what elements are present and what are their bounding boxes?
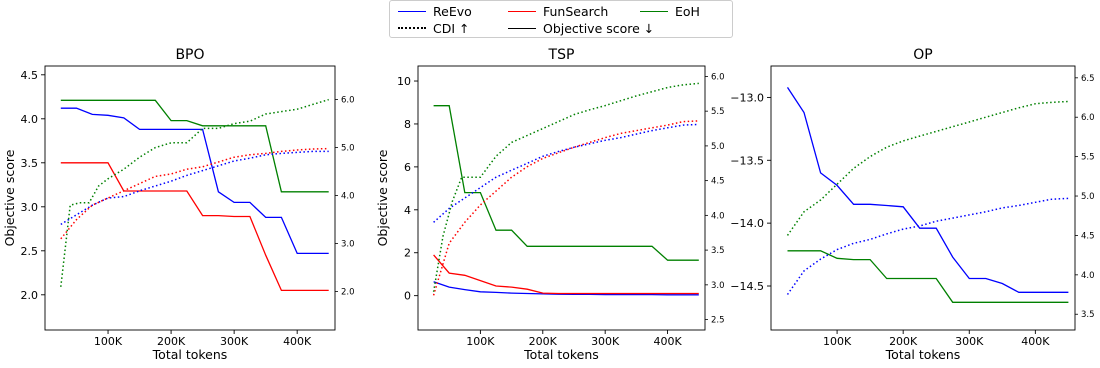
chart-tsp-series-funsearch-objective: [433, 254, 699, 295]
chart-panel-tsp: 100K 200K 300K 400K 0 2 4 6 8 10 2.5 3.0 3.5 4.0 4.5 5.…: [375, 47, 725, 362]
chart-panel-bpo: 100K 200K 300K 400K 2.0 2.5 3.0 3.5 4.0 4.5 2.0 3.0…: [2, 47, 355, 362]
legend-item-funsearch: FunSearch: [508, 3, 608, 19]
chart-op-series-eoh-cdi: [786, 100, 1069, 236]
chart-tsp-y2tick-label: 3.0: [711, 281, 725, 291]
chart-tsp-y2tick-label: 6.0: [711, 72, 725, 82]
chart-tsp-series-eoh-objective: [433, 105, 699, 261]
chart-tsp-xtick-label: 100K: [466, 335, 495, 348]
legend-swatch-funsearch: [508, 10, 536, 12]
chart-bpo-y2tick-label: 6.0: [341, 96, 355, 106]
chart-bpo-series-reevo-cdi: [60, 150, 329, 226]
chart-bpo-ytick-label: 3.0: [21, 201, 39, 214]
legend-item-cdi: CDI ↑: [398, 20, 470, 36]
chart-op-xtick-label: 200K: [889, 335, 918, 348]
chart-op-xtick-label: 400K: [1021, 335, 1050, 348]
chart-bpo-ytick-label: 2.5: [21, 245, 39, 258]
chart-bpo-ylabel: Objective score: [2, 149, 17, 246]
chart-op-y2tick-label: 4.5: [1081, 231, 1095, 241]
chart-bpo-xtick-label: 400K: [283, 335, 312, 348]
chart-tsp-xtick-label: 300K: [591, 335, 620, 348]
legend-label-objective: Objective score ↓: [543, 20, 655, 36]
legend-item-reevo: ReEvo: [398, 3, 472, 19]
chart-bpo-title: BPO: [175, 47, 204, 63]
legend-item-objective: Objective score ↓: [508, 20, 654, 36]
chart-panel-op: 100K 200K 300K 400K −14.5 −14.0 −13.5 −13.0 3.5 4…: [730, 47, 1094, 362]
chart-bpo-y2tick-label: 2.0: [341, 288, 355, 298]
chart-op-y2tick-label: 6.0: [1081, 113, 1095, 123]
chart-op-series-reevo-cdi: [786, 197, 1069, 295]
chart-tsp-series-group: [432, 82, 699, 296]
chart-bpo-ytick-label: 4.5: [21, 69, 39, 82]
chart-tsp-title: TSP: [548, 47, 575, 63]
chart-op-series-eoh-objective: [787, 250, 1069, 303]
chart-bpo-y2tick-label: 3.0: [341, 240, 355, 250]
chart-bpo-series-funsearch-cdi: [60, 147, 329, 240]
chart-bpo-ytick-label: 3.5: [21, 157, 39, 170]
chart-bpo-series-funsearch-objective: [60, 162, 329, 292]
chart-bpo-xlabel: Total tokens: [152, 347, 228, 362]
chart-op-y2tick-label: 5.0: [1081, 192, 1095, 202]
chart-op-title: OP: [913, 47, 932, 63]
chart-op-series-group: [786, 87, 1069, 303]
chart-tsp-y2tick-label: 5.5: [711, 107, 725, 117]
chart-bpo-ytick-label: 4.0: [21, 113, 39, 126]
chart-op-y2tick-label: 3.5: [1081, 310, 1095, 320]
chart-tsp-xtick-label: 400K: [653, 335, 682, 348]
chart-bpo-y2tick-label: 4.0: [341, 192, 355, 202]
legend-label-eoh: EoH: [675, 3, 700, 19]
chart-tsp-xtick-label: 200K: [529, 335, 558, 348]
chart-bpo-series-eoh-cdi: [60, 98, 329, 287]
legend: ReEvo CDI ↑ FunSearch Objective score ↓ …: [389, 0, 733, 38]
chart-bpo-series-reevo-objective: [60, 107, 329, 255]
chart-op-xtick-label: 300K: [955, 335, 984, 348]
chart-tsp-series-reevo-cdi: [433, 123, 699, 223]
chart-op-series-reevo-objective: [786, 87, 1069, 293]
chart-tsp-ytick-label: 6: [404, 161, 411, 174]
chart-op-xlabel: Total tokens: [885, 347, 961, 362]
chart-tsp-y2tick-label: 4.5: [711, 177, 725, 187]
legend-swatch-reevo: [398, 10, 426, 12]
chart-tsp-ytick-label: 0: [404, 290, 411, 303]
chart-tsp-ytick-label: 2: [404, 247, 411, 260]
chart-tsp-y2tick-label: 3.5: [711, 246, 725, 256]
chart-op-y2tick-label: 6.5: [1081, 74, 1095, 84]
chart-op-xtick-label: 100K: [823, 335, 852, 348]
chart-op-ytick-label: −14.0: [730, 217, 764, 230]
chart-bpo-ytick-label: 2.0: [21, 289, 39, 302]
chart-tsp-ytick-label: 4: [404, 204, 411, 217]
chart-bpo-series-group: [60, 98, 329, 292]
chart-bpo-series-eoh-objective: [60, 99, 329, 193]
chart-bpo-xtick-label: 300K: [220, 335, 249, 348]
chart-tsp-series-funsearch-cdi: [432, 120, 699, 296]
chart-tsp-xlabel: Total tokens: [523, 347, 599, 362]
chart-bpo-xtick-label: 100K: [94, 335, 123, 348]
chart-tsp-y2tick-label: 2.5: [711, 316, 725, 326]
chart-tsp-frame: [417, 65, 706, 331]
chart-op-frame: [770, 65, 1076, 331]
legend-label-cdi: CDI ↑: [433, 20, 470, 36]
chart-op-y2tick-label: 4.0: [1081, 271, 1095, 281]
legend-swatch-cdi: [398, 27, 426, 29]
chart-op-y2tick-label: 5.5: [1081, 153, 1095, 163]
legend-swatch-objective: [508, 27, 536, 29]
legend-label-funsearch: FunSearch: [543, 3, 609, 19]
chart-op-ytick-label: −13.5: [730, 154, 764, 167]
chart-tsp-ytick-label: 10: [397, 75, 411, 88]
legend-swatch-eoh: [640, 10, 668, 12]
chart-tsp-y2tick-label: 4.0: [711, 211, 725, 221]
legend-label-reevo: ReEvo: [433, 3, 472, 19]
chart-tsp-series-reevo-objective: [433, 281, 699, 296]
chart-tsp-y2tick-label: 5.0: [711, 142, 725, 152]
legend-item-eoh: EoH: [640, 3, 700, 19]
chart-bpo-y2tick-label: 5.0: [341, 144, 355, 154]
chart-bpo-frame: [44, 65, 336, 331]
chart-op-ytick-label: −13.0: [730, 91, 764, 104]
chart-tsp-series-eoh-cdi: [432, 82, 699, 292]
chart-tsp-ytick-label: 8: [404, 118, 411, 131]
chart-tsp-ylabel: Objective score: [375, 149, 390, 246]
chart-op-ytick-label: −14.5: [730, 280, 764, 293]
chart-bpo-xtick-label: 200K: [157, 335, 186, 348]
